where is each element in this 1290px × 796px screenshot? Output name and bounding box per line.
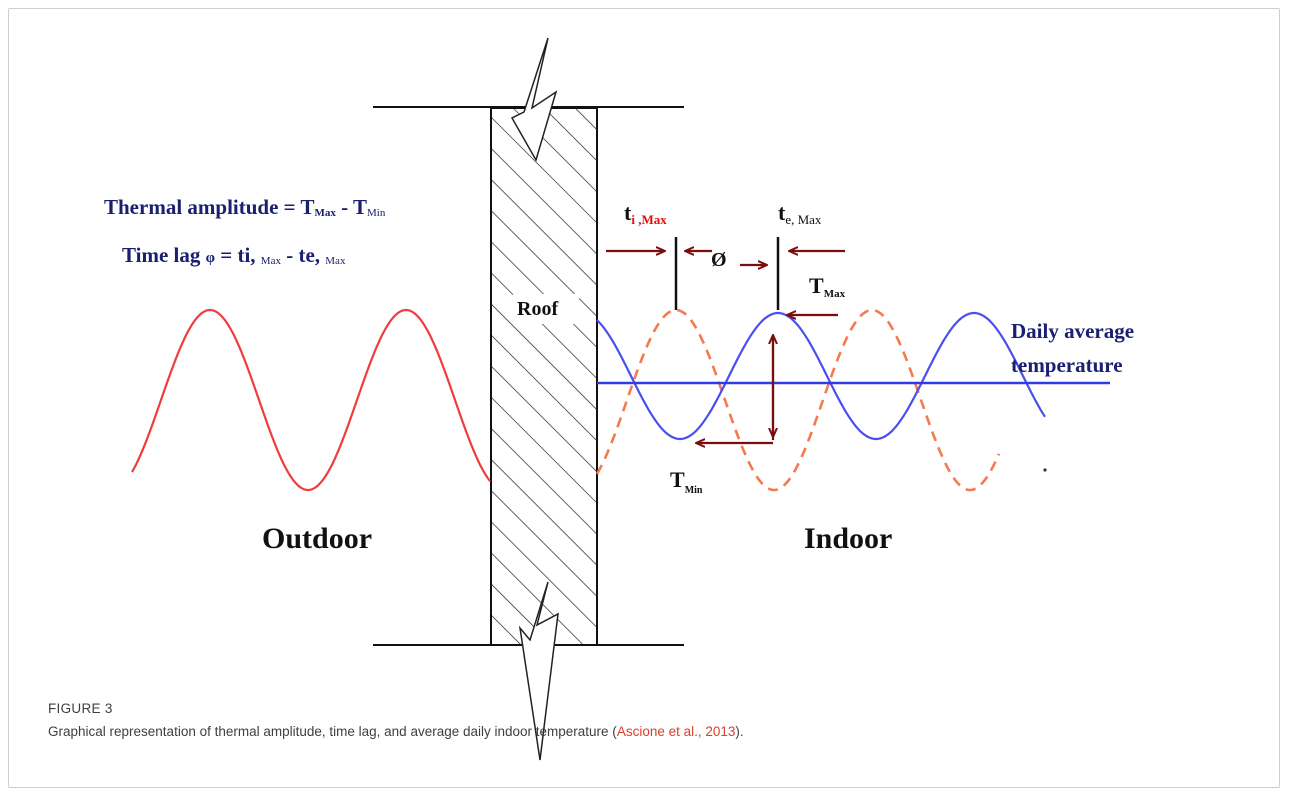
stray-dot xyxy=(1043,468,1047,472)
wall-break-bottom xyxy=(518,581,559,761)
indoor-label: Indoor xyxy=(804,522,892,555)
time-lag-formula: Time lag φ = ti, Max - te, Max xyxy=(122,243,346,267)
figure-label: FIGURE 3 xyxy=(48,701,113,716)
te-max-label: te, Max xyxy=(778,200,822,227)
phi-label: Ø xyxy=(711,249,727,271)
tmin-label: TMin xyxy=(670,467,703,496)
indoor-temperature-wave xyxy=(596,311,1046,441)
outdoor-temperature-wave xyxy=(131,308,491,492)
caption-suffix: ). xyxy=(735,724,744,739)
roof-label-bg xyxy=(513,294,579,324)
indoor-shifted-dashed-wave xyxy=(595,308,1001,492)
roof-wall xyxy=(373,37,684,761)
annotation-arrows xyxy=(606,251,845,443)
ti-max-label: ti ,Max xyxy=(624,200,667,227)
outdoor-label: Outdoor xyxy=(262,522,372,555)
citation-link[interactable]: Ascione et al., 2013 xyxy=(616,724,736,739)
roof-label: Roof xyxy=(517,298,558,320)
daily-average-label-line1: Daily average xyxy=(1011,319,1134,343)
figure-caption: Graphical representation of thermal ampl… xyxy=(48,724,744,739)
caption-body: Graphical representation of thermal ampl… xyxy=(48,724,617,739)
wall-break-top xyxy=(510,37,558,162)
thermal-amplitude-formula: Thermal amplitude = TMax - TMin xyxy=(104,195,386,219)
daily-average-label-line2: temperature xyxy=(1011,353,1123,377)
tmax-label: TMax xyxy=(809,273,846,300)
figure-frame xyxy=(8,8,1280,788)
